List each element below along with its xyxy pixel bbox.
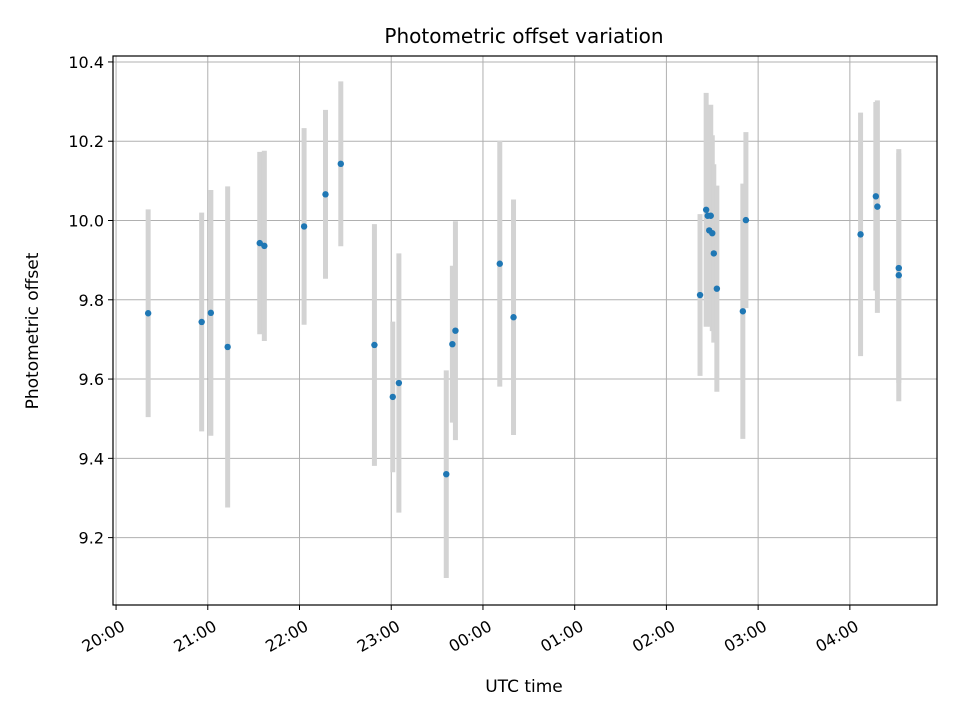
data-point [742, 216, 750, 224]
y-tick-label: 9.8 [79, 291, 104, 310]
data-point [707, 212, 714, 219]
data-point [256, 239, 263, 247]
data-point [872, 193, 880, 200]
y-tick-label: 9.6 [79, 370, 104, 389]
data-point [395, 379, 403, 387]
data-point [496, 260, 503, 267]
data-point [322, 191, 329, 198]
data-point [857, 231, 864, 238]
data-point [198, 318, 205, 326]
grid-layer [113, 56, 937, 605]
point-layer [144, 160, 902, 478]
y-tick-label: 10.0 [68, 212, 104, 231]
y-axis-title: Photometric offset [23, 252, 43, 409]
data-point [144, 310, 152, 317]
data-point [207, 309, 215, 317]
plot-frame [112, 55, 938, 606]
data-point [709, 229, 716, 237]
y-tick-label: 9.4 [79, 449, 104, 468]
y-tick-label: 9.2 [79, 529, 104, 548]
data-point [389, 393, 396, 401]
data-point [443, 470, 450, 478]
data-point [449, 340, 456, 348]
data-point [895, 264, 902, 272]
data-point [224, 343, 231, 351]
data-point [261, 242, 268, 250]
x-axis-title: UTC time [485, 677, 563, 697]
data-point [510, 314, 517, 321]
data-point [702, 206, 710, 213]
data-point [371, 341, 378, 349]
data-point [696, 291, 704, 299]
data-point [337, 160, 344, 168]
data-point [874, 203, 881, 210]
data-point [895, 272, 902, 279]
data-point [710, 250, 718, 257]
chart-title: Photometric offset variation [384, 24, 663, 48]
data-point [713, 285, 721, 292]
data-point [452, 327, 459, 334]
y-tick-label: 10.4 [68, 53, 104, 72]
data-point [739, 308, 747, 315]
data-point [300, 223, 308, 230]
y-tick-label: 10.2 [68, 132, 104, 151]
